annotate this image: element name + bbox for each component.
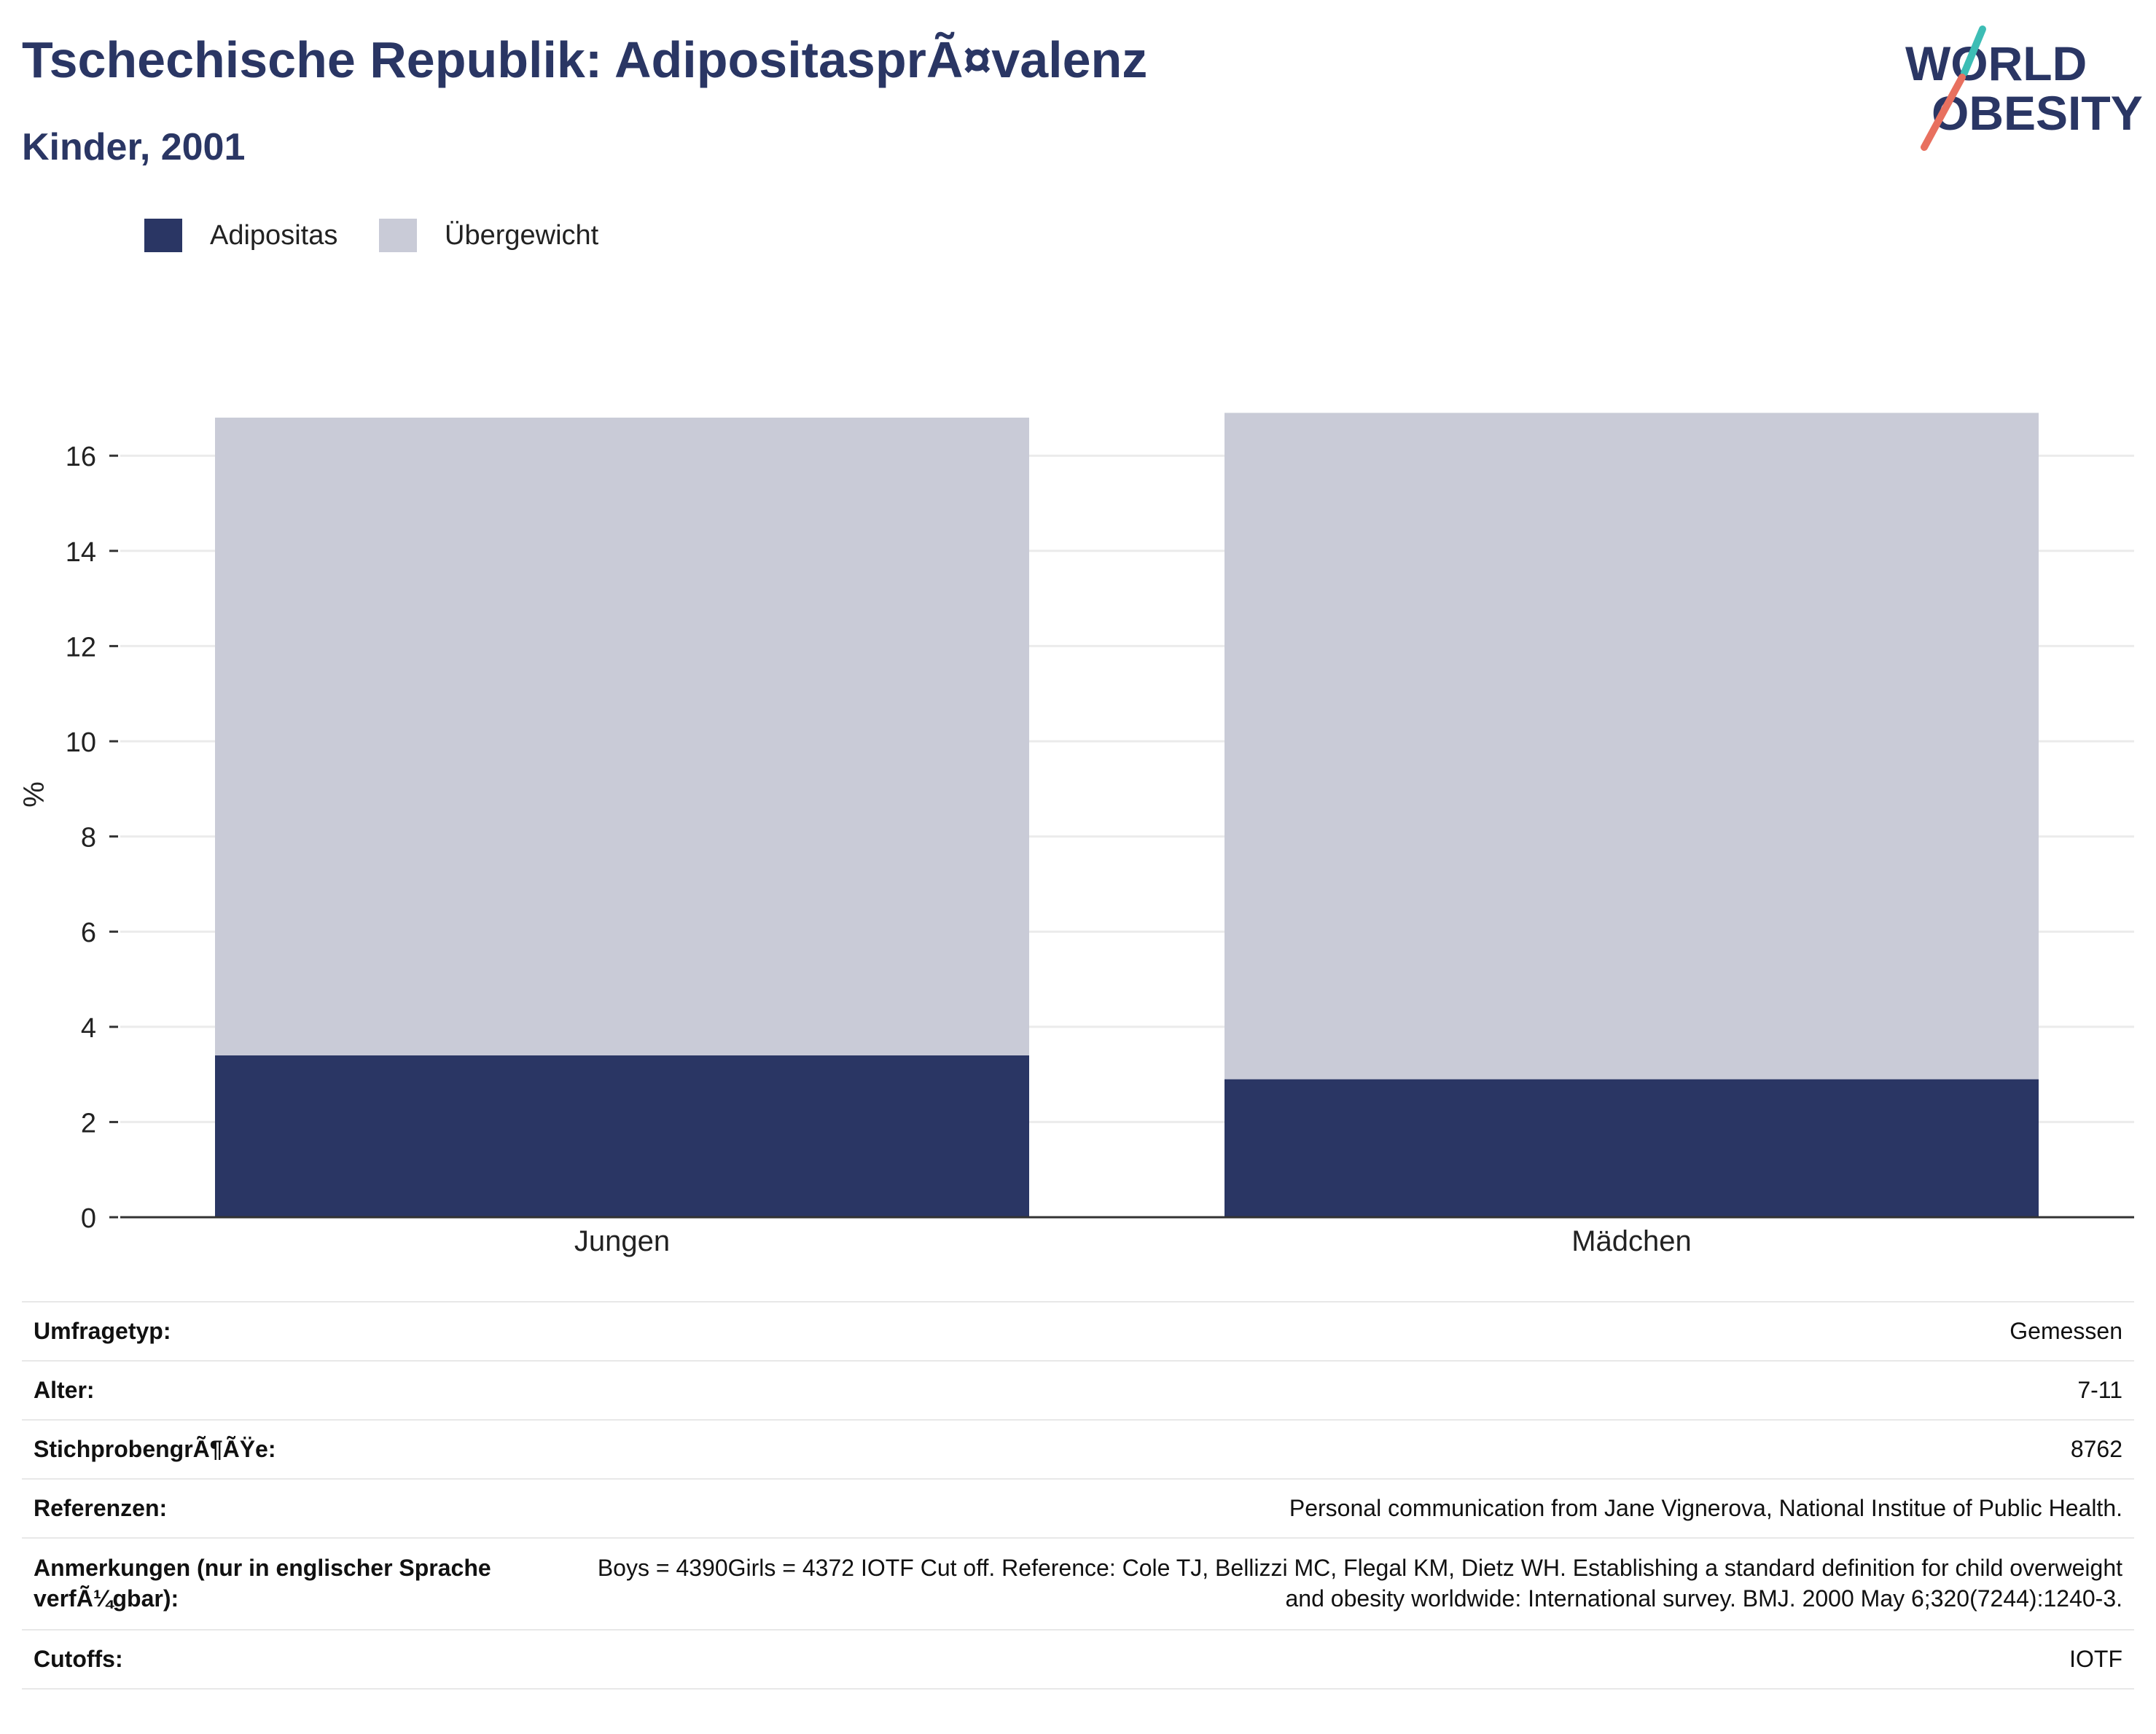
- legend-label-adipositas: Adipositas: [210, 219, 338, 251]
- logo-line1: WORLD: [1905, 36, 2087, 90]
- logo-coral-slash: [1921, 74, 1966, 151]
- info-value: 7-11: [2077, 1376, 2122, 1403]
- info-value: IOTF: [2069, 1645, 2122, 1672]
- legend-label-uebergewicht: Übergewicht: [445, 219, 599, 251]
- legend-item-uebergewicht[interactable]: Übergewicht: [379, 216, 598, 254]
- logo-line2: OBESITY: [1932, 86, 2143, 140]
- y-tick-label: 10: [66, 727, 96, 758]
- y-tick-label: 0: [81, 1203, 96, 1234]
- y-axis-label: %: [18, 781, 50, 808]
- y-tick-label: 4: [81, 1013, 96, 1044]
- bar-adipositas-maedchen[interactable]: [1225, 1079, 2039, 1217]
- legend-swatch-uebergewicht: [379, 219, 417, 252]
- y-tick-label: 12: [66, 632, 96, 663]
- x-tick-labels: Jungen Mädchen: [574, 1225, 1692, 1257]
- x-tick-label: Mädchen: [1571, 1225, 1692, 1257]
- y-tick-label: 16: [66, 442, 96, 472]
- legend-swatch-adipositas: [144, 219, 182, 252]
- info-value: Gemessen: [2009, 1317, 2122, 1344]
- info-label: StichprobengrÃ¶ÃŸe:: [34, 1435, 276, 1462]
- info-row-cutoffs: Cutoffs: IOTF: [22, 1630, 2134, 1690]
- bar-chart: 0 2 4 6 8 10 12 14 16 Jungen Mädchen %: [18, 413, 2134, 1257]
- info-label: Umfragetyp:: [34, 1317, 171, 1344]
- bar-uebergewicht-jungen[interactable]: [215, 417, 1029, 1055]
- world-obesity-logo: WORLD OBESITY: [1905, 26, 2143, 151]
- y-tick-label: 2: [81, 1108, 96, 1139]
- bar-adipositas-jungen[interactable]: [215, 1055, 1029, 1217]
- info-label: Cutoffs:: [34, 1645, 123, 1672]
- bar-uebergewicht-maedchen[interactable]: [1225, 413, 2039, 1079]
- x-tick-label: Jungen: [574, 1225, 670, 1257]
- info-row-references: Referenzen: Personal communication from …: [22, 1480, 2134, 1539]
- info-value: Personal communication from Jane Vignero…: [1289, 1494, 2122, 1521]
- y-tick-labels: 0 2 4 6 8 10 12 14 16: [66, 442, 118, 1234]
- chart-subtitle: Kinder, 2001: [22, 126, 246, 168]
- info-label: Anmerkungen (nur in englischer Sprache v…: [34, 1555, 491, 1612]
- info-table: Umfragetyp: Gemessen Alter: 7-11 Stichpr…: [22, 1301, 2134, 1690]
- info-value: 8762: [2070, 1435, 2122, 1462]
- bars: [215, 413, 2039, 1217]
- info-label: Referenzen:: [34, 1494, 168, 1521]
- y-tick-label: 14: [66, 537, 96, 568]
- y-tick-label: 8: [81, 823, 96, 854]
- info-row-sample-size: StichprobengrÃ¶ÃŸe: 8762: [22, 1421, 2134, 1480]
- chart-title: Tschechische Republik: AdipositasprÃ¤val…: [22, 31, 1148, 88]
- y-tick-label: 6: [81, 918, 96, 948]
- info-value: Boys = 4390Girls = 4372 IOTF Cut off. Re…: [597, 1555, 2122, 1612]
- info-row-survey-type: Umfragetyp: Gemessen: [22, 1303, 2134, 1362]
- info-row-notes: Anmerkungen (nur in englischer Sprache v…: [22, 1539, 2134, 1630]
- info-label: Alter:: [34, 1376, 95, 1403]
- legend-item-adipositas[interactable]: Adipositas: [144, 216, 337, 254]
- info-row-age: Alter: 7-11: [22, 1362, 2134, 1421]
- logo-teal-slash: [1961, 26, 1986, 77]
